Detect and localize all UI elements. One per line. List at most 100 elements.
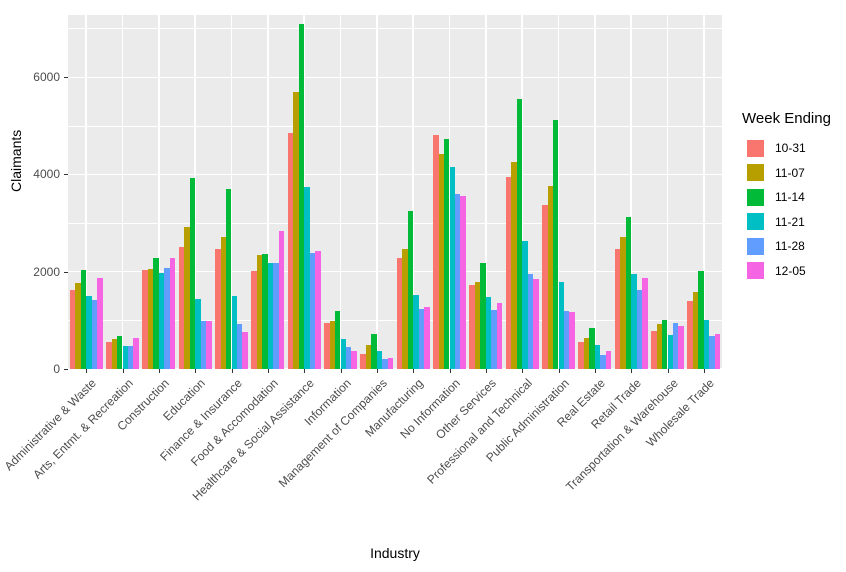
bar: [438, 153, 445, 369]
legend-label: 10-31: [775, 141, 806, 156]
bar: [578, 341, 584, 369]
bar: [164, 267, 170, 369]
legend-items: 10-31 11-07 11-14 11-21 11-28 12-05: [742, 136, 846, 283]
bar: [236, 323, 243, 369]
bar: [256, 255, 263, 369]
bar: [387, 358, 394, 369]
vertical-gridline: [85, 15, 87, 369]
bar: [424, 306, 430, 369]
bar: [605, 351, 612, 369]
vertical-gridline: [158, 15, 160, 369]
bar: [69, 290, 76, 369]
minor-gridline: [68, 125, 722, 127]
minor-gridline: [68, 222, 722, 224]
bar: [563, 310, 570, 369]
bar: [449, 167, 455, 369]
bar: [667, 334, 673, 369]
y-tick-label: 2000: [33, 264, 60, 279]
bar: [86, 296, 92, 369]
bar: [287, 133, 294, 369]
vertical-gridline: [557, 15, 560, 369]
bar: [371, 333, 377, 369]
bar: [189, 177, 196, 369]
major-gridline: [68, 368, 722, 370]
y-tick-mark: [64, 174, 68, 176]
bar: [491, 310, 497, 369]
bar: [273, 262, 279, 369]
bar: [396, 258, 403, 369]
plot-panel: [68, 15, 722, 370]
bar: [142, 270, 148, 369]
legend-swatch: [747, 188, 764, 206]
x-tick-mark: [703, 369, 705, 373]
bar: [365, 344, 372, 369]
legend-title: Week Ending: [742, 110, 831, 127]
bar: [454, 194, 461, 369]
bar: [215, 249, 221, 369]
bar: [195, 299, 201, 369]
bar: [304, 187, 310, 369]
x-tick-label: Wholesale Trade: [643, 376, 717, 450]
vertical-gridline: [194, 15, 196, 369]
legend-item: 11-21: [742, 210, 846, 235]
bar: [178, 246, 185, 369]
bar: [329, 321, 336, 369]
bar: [200, 320, 207, 369]
bar: [351, 351, 357, 369]
y-tick-label: 6000: [33, 70, 60, 85]
bar: [133, 337, 139, 369]
legend: Week Ending 10-31 11-07 11-14 11-21 11-28 12-…: [742, 110, 846, 283]
bar: [278, 230, 285, 369]
x-axis-title: Industry: [370, 545, 420, 561]
bar: [340, 338, 346, 369]
major-gridline: [68, 271, 722, 273]
legend-item: 11-14: [742, 185, 846, 210]
bar: [516, 98, 523, 369]
bar: [636, 290, 643, 369]
x-tick-mark: [667, 369, 669, 373]
bar: [480, 262, 486, 369]
legend-item: 11-28: [742, 234, 846, 259]
bar: [206, 320, 212, 369]
bar: [418, 309, 425, 369]
bar: [558, 282, 564, 369]
bar: [298, 24, 305, 369]
legend-swatch: [747, 164, 764, 182]
x-tick-mark: [340, 369, 342, 373]
legend-item: 11-07: [742, 161, 846, 186]
bar: [407, 210, 414, 369]
legend-item: 10-31: [742, 136, 846, 161]
vertical-gridline: [521, 15, 523, 369]
legend-label: 11-28: [775, 239, 805, 254]
legend-item: 12-05: [742, 259, 846, 284]
bar: [533, 279, 539, 369]
y-tick-mark: [64, 271, 68, 273]
bar: [709, 335, 715, 369]
vertical-gridline: [594, 15, 596, 369]
x-tick-mark: [231, 369, 233, 373]
bar: [672, 323, 679, 369]
bar: [106, 341, 112, 369]
legend-swatch: [747, 213, 764, 231]
bar: [382, 358, 388, 369]
bar: [542, 205, 548, 369]
x-tick-mark: [267, 369, 269, 373]
bar: [569, 311, 575, 369]
y-tick-label: 0: [53, 362, 60, 376]
bar: [91, 300, 98, 369]
bar: [485, 297, 492, 369]
bar: [469, 285, 475, 369]
vertical-gridline: [230, 15, 233, 369]
bar: [600, 354, 606, 369]
x-tick-mark: [558, 369, 560, 373]
bar: [293, 92, 299, 369]
bar: [505, 176, 512, 369]
minor-gridline: [68, 28, 722, 29]
bar: [631, 273, 637, 369]
bar: [642, 278, 648, 369]
legend-swatch: [747, 262, 764, 280]
bar: [262, 253, 268, 369]
bar: [614, 248, 621, 369]
legend-label: 11-07: [775, 165, 805, 180]
